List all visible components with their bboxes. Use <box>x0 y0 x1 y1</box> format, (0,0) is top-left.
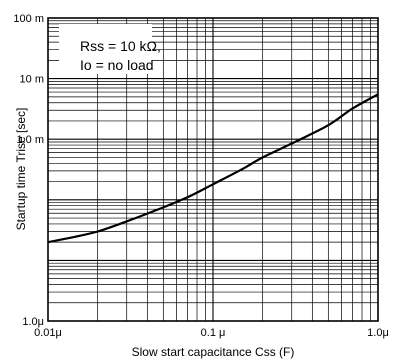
annotation-box <box>59 24 152 74</box>
y-tick-label: 100 m <box>13 13 44 25</box>
series-group <box>47 93 379 244</box>
x-tick-label: 0.01μ <box>34 327 62 339</box>
y-tick-label: 1.0μ <box>22 316 44 328</box>
y-tick-label: 1.0 m <box>16 134 44 146</box>
grid <box>48 18 378 321</box>
plot-frame <box>47 17 379 322</box>
annotation-line-2: Io = no load <box>80 57 154 73</box>
series-line <box>47 93 379 244</box>
y-tick-label: 10 m <box>20 74 44 86</box>
y-axis-label: Startup time Trise [sec] <box>14 108 28 231</box>
x-tick-label: 0.1 μ <box>201 327 226 339</box>
tick-labels: 0.01μ 0.1 μ 1.0μ 1.0μ 1.0 m 10 m 100 m <box>13 13 388 339</box>
x-axis-label: Slow start capacitance Css (F) <box>132 345 295 359</box>
x-tick-label: 1.0μ <box>367 327 389 339</box>
annotation-line-1: Rss = 10 kΩ, <box>80 38 161 54</box>
